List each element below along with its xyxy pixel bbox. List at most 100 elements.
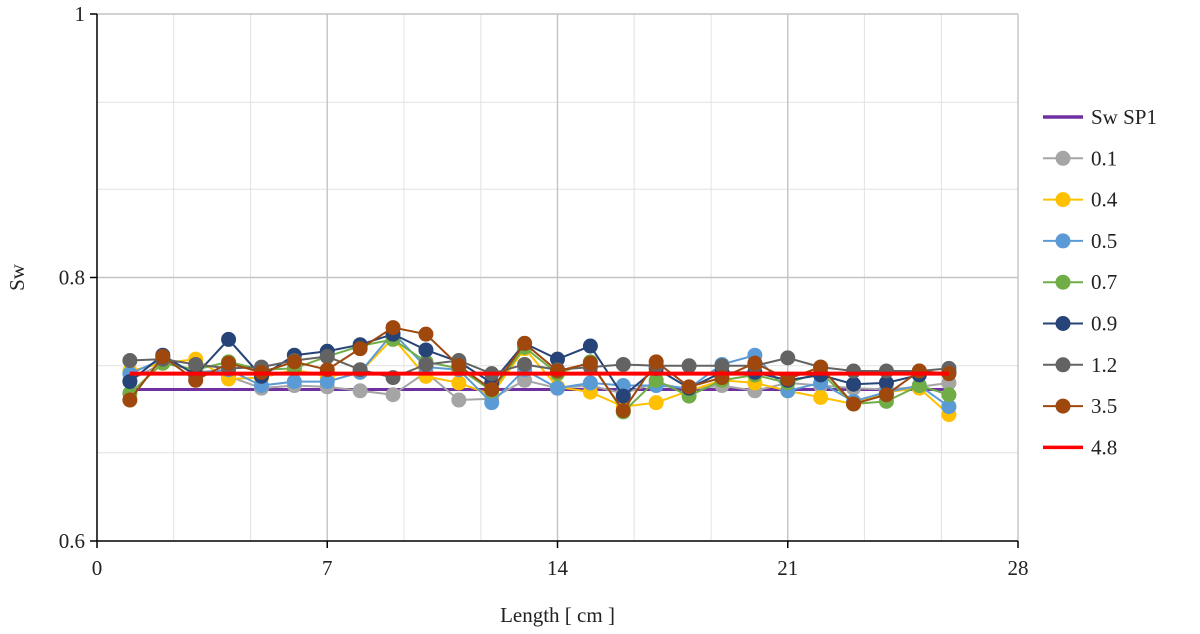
legend-swatch-marker <box>1055 398 1071 414</box>
legend-item: 0.4 <box>1043 188 1118 212</box>
data-point <box>385 320 401 336</box>
data-point <box>484 381 500 397</box>
series-3-5 <box>122 320 957 419</box>
data-point <box>517 335 533 351</box>
data-point <box>319 349 335 365</box>
data-point <box>615 403 631 419</box>
legend-label: 3.5 <box>1091 394 1117 418</box>
data-point <box>615 356 631 372</box>
data-point <box>517 372 533 388</box>
x-tick-label: 14 <box>547 556 569 580</box>
y-tick-label: 1 <box>75 2 86 26</box>
legend-item: 1.2 <box>1043 353 1117 377</box>
data-point <box>155 349 171 365</box>
x-tick-label: 21 <box>777 556 798 580</box>
legend-item: Sw SP1 <box>1043 105 1157 129</box>
data-point <box>451 375 467 391</box>
legend-swatch-marker <box>1055 357 1071 373</box>
data-point <box>122 353 138 369</box>
plot-series <box>122 320 957 423</box>
legend-label: 0.5 <box>1091 229 1117 253</box>
data-point <box>878 387 894 403</box>
legend-swatch-marker <box>1055 192 1071 208</box>
data-point <box>286 374 302 390</box>
legend-label: 0.9 <box>1091 312 1117 336</box>
legend-swatch-marker <box>1055 233 1071 249</box>
data-point <box>582 375 598 391</box>
data-point <box>122 392 138 408</box>
legend-swatch-marker <box>1055 316 1071 331</box>
legend-item: 3.5 <box>1043 394 1117 418</box>
data-point <box>941 387 957 403</box>
data-point <box>813 359 829 375</box>
axes <box>90 13 1019 548</box>
x-tick-label: 28 <box>1008 556 1029 580</box>
data-point <box>813 389 829 405</box>
data-point <box>418 342 434 358</box>
data-point <box>385 387 401 403</box>
data-point <box>484 395 500 411</box>
legend-swatch-marker <box>1055 274 1071 290</box>
data-point <box>780 350 796 366</box>
data-point <box>846 376 862 392</box>
legend-item: 0.5 <box>1043 229 1117 253</box>
x-tick-label: 7 <box>322 556 333 580</box>
legend: Sw SP1 0.1 0.4 0.5 0.7 0.9 1.2 3.5 4.8 <box>1043 105 1157 459</box>
data-point <box>878 363 894 379</box>
data-point <box>418 326 434 342</box>
data-point <box>846 363 862 379</box>
data-point <box>911 363 927 379</box>
legend-item: 4.8 <box>1043 435 1117 459</box>
data-point <box>648 395 664 411</box>
legend-item: 0.7 <box>1043 270 1117 294</box>
legend-label: 0.4 <box>1091 188 1118 212</box>
legend-label: 1.2 <box>1091 353 1117 377</box>
x-axis-title: Length [ cm ] <box>500 603 615 627</box>
data-point <box>911 378 927 394</box>
data-point <box>681 358 697 374</box>
legend-label: Sw SP1 <box>1091 105 1157 129</box>
x-tick-label: 0 <box>92 556 103 580</box>
legend-item: 0.9 <box>1043 312 1117 336</box>
data-point <box>221 331 237 347</box>
legend-label: 0.7 <box>1091 270 1117 294</box>
data-point <box>550 351 565 367</box>
legend-item: 0.1 <box>1043 146 1117 170</box>
data-point <box>550 380 565 396</box>
data-point <box>451 392 467 408</box>
data-point <box>221 355 237 371</box>
data-point <box>517 356 533 372</box>
data-point <box>582 338 598 354</box>
data-point <box>550 363 565 379</box>
data-point <box>286 354 302 370</box>
data-point <box>941 399 957 415</box>
y-axis-title: Sw <box>5 263 29 291</box>
legend-swatch-marker <box>1055 150 1071 166</box>
data-point <box>648 354 664 370</box>
data-point <box>681 379 697 395</box>
legend-label: 0.1 <box>1091 146 1117 170</box>
data-point <box>878 375 894 391</box>
data-point <box>451 358 467 374</box>
data-point <box>188 356 204 372</box>
y-tick-label: 0.6 <box>59 529 85 553</box>
data-point <box>319 374 335 390</box>
data-point <box>352 383 368 399</box>
data-point <box>615 388 631 404</box>
y-tick-label: 0.8 <box>59 266 85 290</box>
data-point <box>747 355 763 371</box>
data-point <box>418 356 434 372</box>
tick-labels: 0.6 0.8 1 0 7 14 21 28 <box>59 2 1029 580</box>
grid <box>97 13 1019 541</box>
legend-label: 4.8 <box>1091 435 1117 459</box>
data-point <box>714 358 730 374</box>
data-point <box>352 341 368 357</box>
data-point <box>188 372 204 388</box>
data-point <box>648 372 664 388</box>
data-point <box>846 396 862 412</box>
data-point <box>122 374 138 390</box>
data-point <box>582 355 598 371</box>
series-0-5 <box>122 325 957 415</box>
series-0-4 <box>122 330 957 423</box>
